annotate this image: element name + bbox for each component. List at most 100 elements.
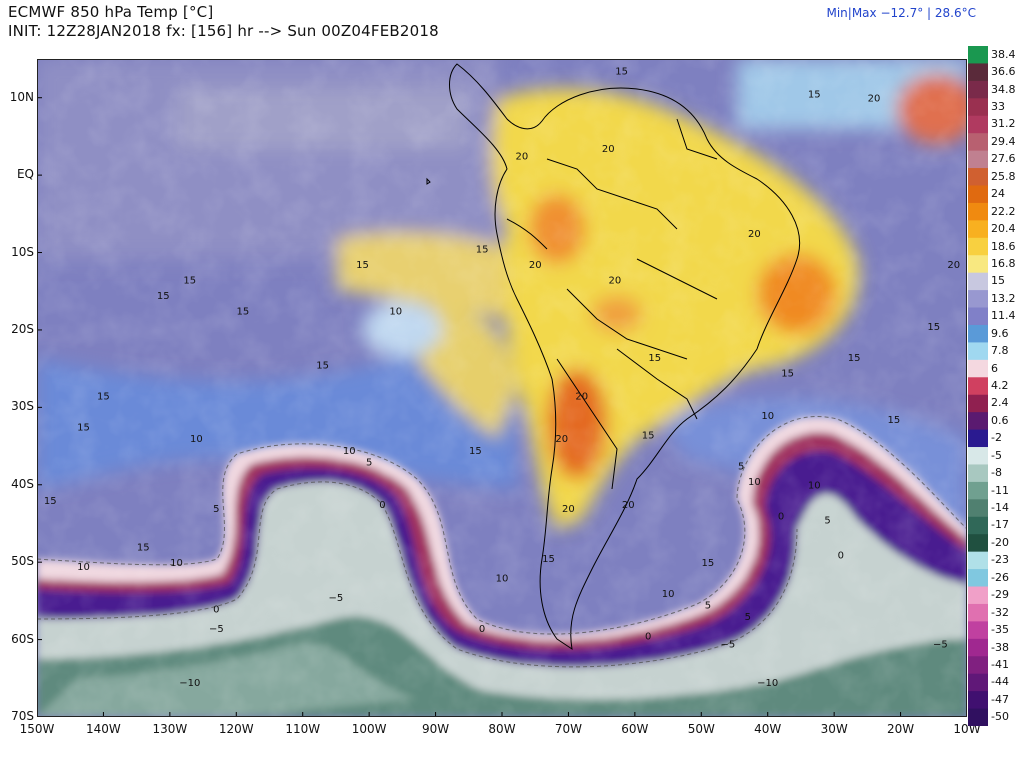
map-title: ECMWF 850 hPa Temp [°C] — [8, 3, 214, 21]
colorbar-swatch — [968, 516, 988, 535]
lon-label: 150W — [19, 722, 55, 736]
colorbar-label: -20 — [991, 535, 1009, 549]
contour-label: 15 — [44, 496, 57, 507]
contour-label: 10 — [761, 411, 774, 422]
contour-label: 20 — [947, 260, 960, 271]
contour-label: 20 — [562, 504, 575, 515]
contour-label: 15 — [927, 322, 940, 333]
colorbar-label: 34.8 — [991, 82, 1016, 96]
lon-label: 80W — [488, 722, 516, 736]
colorbar-swatch — [968, 621, 988, 640]
colorbar-swatch — [968, 185, 988, 204]
colorbar-swatch — [968, 708, 988, 726]
colorbar-label: 29.4 — [991, 134, 1016, 148]
colorbar-label: 6 — [991, 361, 998, 375]
colorbar-label: -50 — [991, 710, 1009, 724]
contour-label: 15 — [476, 245, 489, 256]
contour-label: 20 — [868, 94, 881, 105]
contour-label: 15 — [808, 90, 821, 101]
colorbar-swatch — [968, 499, 988, 518]
colorbar-label: -8 — [991, 466, 1002, 480]
contour-label: 20 — [575, 392, 588, 403]
contour-label: 5 — [366, 457, 372, 468]
contour-label: 15 — [702, 558, 715, 569]
contour-label: 20 — [529, 260, 542, 271]
lon-label: 130W — [152, 722, 188, 736]
lat-label: 50S — [11, 554, 34, 569]
contour-label: 15 — [469, 446, 482, 457]
colorbar-label: 2.4 — [991, 396, 1009, 410]
contour-label: 10 — [662, 589, 675, 600]
colorbar-swatch — [968, 673, 988, 692]
colorbar-label: 15 — [991, 274, 1005, 288]
contour-label: 15 — [615, 66, 628, 77]
contour-label: 10 — [496, 574, 509, 585]
colorbar-swatch — [968, 168, 988, 186]
contour-label: 0 — [645, 632, 651, 643]
lon-label: 50W — [687, 722, 715, 736]
colorbar-swatch — [968, 691, 988, 710]
colorbar-label: 7.8 — [991, 344, 1009, 358]
contour-label: 10 — [77, 562, 90, 573]
colorbar-label: -26 — [991, 570, 1009, 584]
colorbar-swatch — [968, 98, 988, 117]
colorbar-swatch — [968, 63, 988, 82]
contour-label: 20 — [555, 434, 568, 445]
lat-label: 10N — [9, 89, 34, 104]
colorbar-label: 38.4 — [991, 47, 1016, 61]
colorbar-swatch — [968, 115, 988, 134]
colorbar-label: -35 — [991, 623, 1009, 637]
contour-label: 15 — [848, 353, 861, 364]
contour-label: 5 — [738, 461, 744, 472]
colorbar-swatch — [968, 534, 988, 553]
contour-label: 0 — [213, 604, 219, 615]
colorbar-label: -2 — [991, 431, 1002, 445]
colorbar-label: 0.6 — [991, 413, 1009, 427]
contour-label: 0 — [479, 624, 485, 635]
colorbar-swatch — [968, 656, 988, 675]
colorbar-label: -14 — [991, 501, 1009, 515]
colorbar-label: -23 — [991, 553, 1009, 567]
colorbar-label: -47 — [991, 692, 1009, 706]
colorbar-swatch — [968, 429, 988, 448]
contour-label: 5 — [213, 504, 219, 515]
colorbar-label: 24 — [991, 187, 1005, 201]
colorbar-swatch — [968, 412, 988, 431]
contour-label: −5 — [209, 624, 224, 635]
lon-label: 70W — [554, 722, 582, 736]
colorbar-swatch — [968, 290, 988, 309]
contour-label: 10 — [389, 306, 402, 317]
lat-label: EQ — [16, 167, 34, 182]
colorbar-label: 22.2 — [991, 204, 1016, 218]
colorbar-swatch — [968, 603, 988, 622]
colorbar-swatch — [968, 481, 988, 500]
colorbar-swatch — [968, 202, 988, 221]
contour-label: 10 — [190, 434, 203, 445]
contour-label: 15 — [137, 543, 150, 554]
contour-label: −10 — [757, 678, 778, 689]
lon-label: 40W — [754, 722, 782, 736]
temperature-map: 15 20 15 20 20 20 20 15 15 15 15 15 10 20 20 15 15 15 15 15… — [37, 59, 967, 717]
colorbar-label: -41 — [991, 657, 1009, 671]
colorbar-swatch — [968, 46, 988, 64]
colorbar-label: 9.6 — [991, 326, 1009, 340]
colorbar-label: -5 — [991, 448, 1002, 462]
contour-label: −5 — [720, 639, 735, 650]
contour-label: 15 — [77, 423, 90, 434]
colorbar-swatch — [968, 394, 988, 413]
contour-label: 0 — [838, 550, 844, 561]
lat-label: 20S — [11, 321, 34, 336]
contour-label: 20 — [516, 152, 529, 163]
colorbar-label: 16.8 — [991, 256, 1016, 270]
contour-label: 15 — [316, 361, 329, 372]
lat-label: 60S — [11, 631, 34, 646]
colorbar-label: 36.6 — [991, 65, 1016, 79]
lat-label: 30S — [11, 399, 34, 414]
contour-label: 10 — [808, 481, 821, 492]
lon-label: 20W — [886, 722, 915, 736]
contour-label: 15 — [157, 291, 170, 302]
init-time-label: INIT: 12Z28JAN2018 fx: [156] hr --> Sun … — [8, 22, 439, 40]
colorbar-label: -29 — [991, 588, 1009, 602]
colorbar-swatch — [968, 307, 988, 326]
colorbar-swatch — [968, 447, 988, 465]
